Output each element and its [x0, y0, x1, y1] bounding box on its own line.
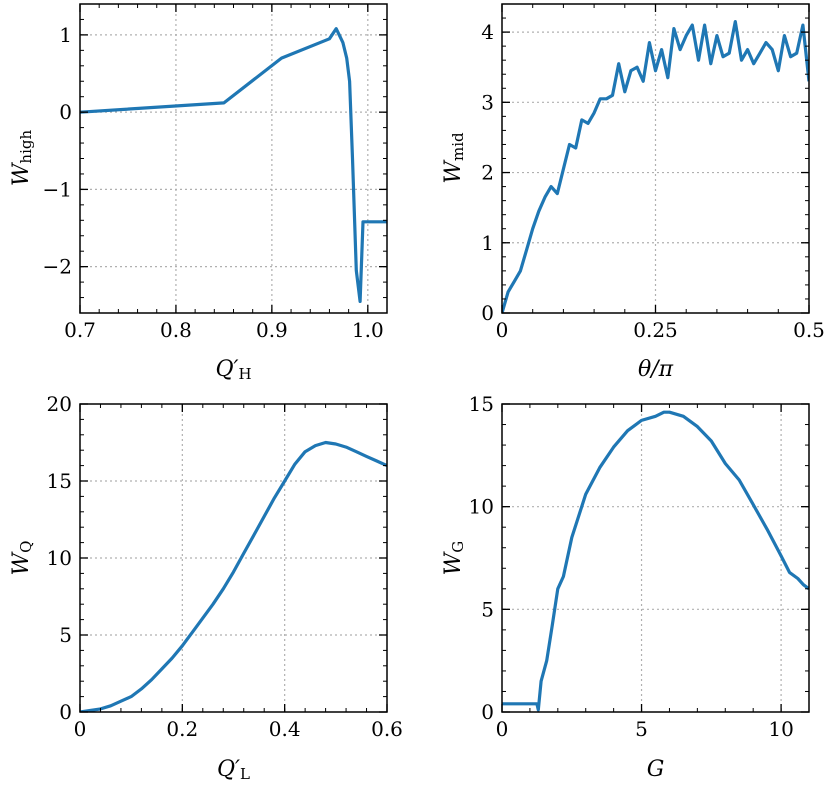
axes-frame [79, 403, 388, 713]
x-tick-label: 0.9 [256, 318, 288, 342]
x-tick-label: 0 [496, 318, 509, 342]
chart-panel-top-left: 0.7 0.8 0.9 1.0 −2 −1 0 1 Q′H Whigh [9, 3, 388, 383]
y-tick-label: 1 [59, 23, 72, 47]
y-axis-label: WQ [9, 541, 35, 576]
x-tick-label: 0.8 [160, 318, 192, 342]
y-axis-label: WG [441, 541, 467, 576]
y-tick-label: 1 [481, 231, 494, 255]
axes-frame [79, 3, 388, 314]
y-tick-label: 15 [47, 469, 72, 493]
y-tick-label: 4 [481, 20, 494, 44]
y-tick-label: 3 [481, 90, 494, 114]
chart-panel-bottom-left: 0 0.2 0.4 0.6 0 5 10 15 20 Q′L WQ [9, 392, 403, 783]
series-line [80, 27, 387, 303]
x-tick-label: 0.2 [166, 717, 198, 741]
y-tick-label: 15 [469, 392, 494, 416]
y-tick-label: 20 [47, 392, 72, 416]
series-line [502, 20, 809, 313]
x-tick-label: 10 [768, 717, 793, 741]
x-tick-label: 5 [635, 717, 648, 741]
x-tick-label: 0.7 [64, 318, 96, 342]
y-tick-label: 2 [481, 161, 494, 185]
x-tick-label: 1.0 [352, 318, 384, 342]
chart-panel-top-right: 0 0.25 0.5 0 1 2 3 4 θ/π Wmid [441, 3, 825, 382]
x-axis-label: Q′L [217, 757, 250, 783]
x-tick-label: 0 [496, 717, 509, 741]
y-tick-label: 0 [59, 700, 72, 724]
y-tick-label: −2 [43, 255, 72, 279]
y-axis-label: Wmid [441, 132, 467, 184]
y-tick-label: 10 [469, 495, 494, 519]
y-tick-label: −1 [43, 177, 72, 201]
y-tick-label: 5 [59, 623, 72, 647]
axes-frame [501, 403, 810, 713]
x-axis-label: θ/π [638, 357, 674, 382]
x-axis-label: Q′H [215, 357, 251, 383]
chart-panel-bottom-right: 0 5 10 0 5 10 15 G WG [441, 392, 810, 782]
y-tick-label: 0 [59, 100, 72, 124]
x-tick-label: 0.5 [793, 318, 825, 342]
y-tick-label: 0 [481, 301, 494, 325]
y-tick-label: 0 [481, 700, 494, 724]
y-tick-label: 10 [47, 546, 72, 570]
y-axis-label: Whigh [9, 129, 35, 186]
y-tick-label: 5 [481, 597, 494, 621]
x-tick-label: 0.6 [371, 717, 403, 741]
x-tick-label: 0 [74, 717, 87, 741]
x-tick-label: 0.4 [269, 717, 301, 741]
series-line [80, 440, 387, 712]
x-tick-label: 0.25 [633, 318, 678, 342]
x-axis-label: G [647, 757, 665, 782]
axes-frame [501, 3, 810, 314]
series-line [502, 410, 809, 712]
